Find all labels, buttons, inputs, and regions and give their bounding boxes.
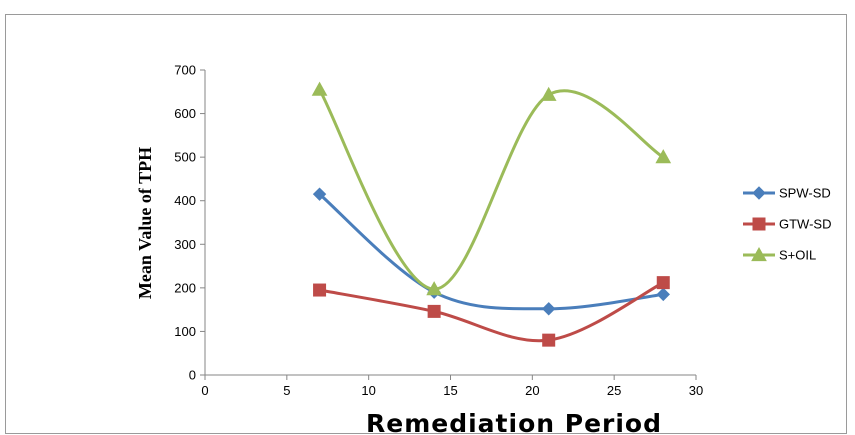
data-point-gtw-sd	[313, 283, 327, 297]
y-tick-label: 100	[174, 324, 196, 339]
x-tick-label: 10	[361, 383, 375, 398]
axes: 0 100 200 300 400 500 600 700 0 5 10 15 20 25 30	[174, 63, 703, 399]
series-spw-sd	[312, 187, 670, 316]
data-point-gtw-sd	[542, 333, 556, 347]
chart-frame: 0 100 200 300 400 500 600 700 0 5 10 15 20 25 30 SPW-S…	[5, 14, 847, 435]
data-point-spw-sd	[312, 187, 327, 201]
data-point-gtw-sd	[656, 276, 670, 290]
y-tick-label: 0	[189, 368, 196, 383]
y-tick-label: 500	[174, 150, 196, 165]
series-gtw-sd	[313, 276, 670, 347]
data-point-s-oil	[311, 81, 328, 96]
x-axis-label: Remediation Period	[366, 409, 662, 435]
legend-marker-spw-sd	[752, 186, 766, 200]
data-point-s-oil	[540, 86, 557, 101]
x-tick-label: 15	[443, 383, 457, 398]
series-s-oil	[311, 81, 672, 296]
x-tick-label: 5	[283, 383, 290, 398]
x-tick-label: 30	[689, 383, 703, 398]
data-point-spw-sd	[656, 287, 670, 302]
legend-item-s-oil: S+OIL	[743, 246, 816, 263]
legend-label-gtw-sd: GTW-SD	[779, 217, 831, 232]
series-line-s-oil	[318, 88, 665, 291]
x-tick-label: 25	[607, 383, 621, 398]
y-axis-label: Mean Value of TPH	[135, 147, 155, 299]
legend-item-spw-sd: SPW-SD	[743, 186, 831, 201]
y-tick-label: 600	[174, 106, 196, 121]
y-tick-label: 700	[174, 63, 196, 78]
y-tick-label: 200	[174, 280, 196, 295]
legend: SPW-SD GTW-SD S+OIL	[743, 186, 831, 263]
data-point-s-oil	[426, 281, 442, 296]
series-line-gtw-sd	[318, 281, 665, 343]
legend-item-gtw-sd: GTW-SD	[743, 217, 831, 232]
legend-marker-gtw-sd	[752, 217, 766, 231]
legend-marker-s-oil	[751, 246, 767, 262]
x-tick-label: 20	[525, 383, 539, 398]
y-tick-label: 400	[174, 193, 196, 208]
legend-label-spw-sd: SPW-SD	[779, 186, 831, 201]
data-point-s-oil	[655, 149, 672, 164]
data-point-gtw-sd	[427, 304, 441, 318]
x-tick-label: 0	[201, 383, 208, 398]
data-point-spw-sd	[541, 302, 556, 316]
series-layer	[311, 81, 672, 347]
series-line-spw-sd	[318, 192, 665, 311]
legend-label-s-oil: S+OIL	[779, 248, 816, 263]
line-chart: 0 100 200 300 400 500 600 700 0 5 10 15 20 25 30 SPW-S…	[135, 63, 831, 435]
y-tick-label: 300	[174, 237, 196, 252]
